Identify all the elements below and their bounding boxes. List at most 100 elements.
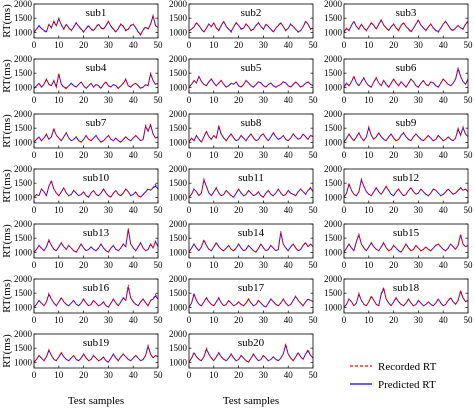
x-tick-label: 10 bbox=[54, 150, 64, 160]
subplot-title: sub13 bbox=[83, 227, 110, 239]
y-tick-label: 2000 bbox=[14, 164, 33, 174]
plot-frame bbox=[33, 168, 159, 204]
series-line-recorded bbox=[33, 179, 159, 198]
y-tick-label: 2000 bbox=[169, 219, 188, 229]
series-line-recorded bbox=[188, 230, 314, 253]
subplot-sub16: sub16 1000 1500 2000 0 10 20 30 40 50 RT(ms) bbox=[1, 274, 163, 325]
y-tick-label: 1000 bbox=[169, 192, 188, 202]
x-tick-label: 50 bbox=[309, 315, 319, 325]
subplot-sub20: sub20 1000 1500 2000 0 10 20 30 40 50 bbox=[169, 329, 318, 380]
x-tick-label: 40 bbox=[439, 315, 449, 325]
y-tick-label: 2000 bbox=[14, 109, 33, 119]
y-tick-label: 1500 bbox=[14, 13, 33, 23]
x-tick-label: 50 bbox=[464, 315, 474, 325]
x-tick-label: 20 bbox=[389, 95, 399, 105]
subplot-sub18: sub18 1000 1500 2000 0 10 20 30 40 50 bbox=[324, 274, 473, 325]
subplot-sub11: sub11 1000 1500 2000 0 10 20 30 40 50 bbox=[169, 164, 318, 215]
y-tick-label: 2000 bbox=[324, 0, 343, 9]
x-tick-label: 50 bbox=[154, 260, 164, 270]
subplot-sub2: sub2 1000 1500 2000 0 10 20 30 40 50 bbox=[169, 0, 318, 50]
y-tick-label: 1500 bbox=[169, 233, 188, 243]
x-tick-label: 50 bbox=[464, 150, 474, 160]
y-axis-label: RT(ms) bbox=[1, 4, 13, 38]
subplot-title: sub6 bbox=[396, 62, 417, 74]
series-line-recorded bbox=[343, 177, 469, 198]
x-tick-label: 0 bbox=[187, 370, 192, 380]
x-tick-label: 10 bbox=[209, 205, 219, 215]
plot-frame bbox=[33, 278, 159, 314]
x-tick-label: 20 bbox=[79, 205, 89, 215]
y-tick-label: 1000 bbox=[14, 82, 33, 92]
x-tick-label: 0 bbox=[187, 95, 192, 105]
x-tick-label: 10 bbox=[364, 95, 374, 105]
x-tick-label: 40 bbox=[284, 370, 294, 380]
series-line-recorded bbox=[343, 232, 469, 253]
x-tick-label: 40 bbox=[439, 150, 449, 160]
x-tick-label: 40 bbox=[439, 95, 449, 105]
y-tick-label: 1000 bbox=[169, 82, 188, 92]
x-tick-label: 30 bbox=[414, 260, 424, 270]
series-line-recorded bbox=[343, 125, 469, 143]
x-tick-label: 40 bbox=[129, 315, 139, 325]
x-tick-label: 50 bbox=[309, 260, 319, 270]
x-tick-label: 0 bbox=[342, 315, 347, 325]
y-tick-label: 2000 bbox=[169, 109, 188, 119]
x-tick-label: 30 bbox=[104, 40, 114, 50]
x-tick-label: 0 bbox=[187, 205, 192, 215]
y-tick-label: 1000 bbox=[169, 247, 188, 257]
x-axis-label: Test samples bbox=[68, 395, 124, 407]
x-tick-label: 0 bbox=[342, 260, 347, 270]
x-tick-label: 20 bbox=[79, 95, 89, 105]
subplot-title: sub2 bbox=[241, 7, 262, 19]
y-tick-label: 2000 bbox=[324, 164, 343, 174]
y-tick-label: 1000 bbox=[169, 137, 188, 147]
x-tick-label: 0 bbox=[187, 150, 192, 160]
x-tick-label: 10 bbox=[364, 40, 374, 50]
x-tick-label: 50 bbox=[464, 205, 474, 215]
x-tick-label: 50 bbox=[154, 205, 164, 215]
y-tick-label: 1500 bbox=[169, 13, 188, 23]
x-tick-label: 20 bbox=[389, 260, 399, 270]
x-tick-label: 0 bbox=[32, 95, 37, 105]
x-tick-label: 0 bbox=[32, 315, 37, 325]
legend: Recorded RT Predicted RT bbox=[350, 361, 437, 391]
series-line-recorded bbox=[33, 71, 159, 90]
subplot-sub7: sub7 1000 1500 2000 0 10 20 30 40 50 RT(ms) bbox=[1, 109, 163, 160]
x-tick-label: 40 bbox=[129, 370, 139, 380]
plot-frame bbox=[188, 113, 314, 149]
subplot-title: sub19 bbox=[83, 337, 110, 349]
y-tick-label: 2000 bbox=[14, 274, 33, 284]
y-tick-label: 1500 bbox=[324, 68, 343, 78]
y-tick-label: 1000 bbox=[14, 192, 33, 202]
y-tick-label: 1500 bbox=[14, 343, 33, 353]
subplot-title: sub12 bbox=[393, 172, 419, 184]
x-tick-label: 40 bbox=[284, 315, 294, 325]
subplot-sub14: sub14 1000 1500 2000 0 10 20 30 40 50 bbox=[169, 219, 318, 270]
series-line-recorded bbox=[343, 18, 469, 34]
y-tick-label: 2000 bbox=[169, 329, 188, 339]
x-tick-label: 30 bbox=[104, 260, 114, 270]
x-tick-label: 40 bbox=[129, 205, 139, 215]
subplot-sub9: sub9 1000 1500 2000 0 10 20 30 40 50 bbox=[324, 109, 473, 160]
x-tick-label: 0 bbox=[32, 150, 37, 160]
series-line-predicted bbox=[188, 75, 314, 88]
x-tick-label: 10 bbox=[209, 95, 219, 105]
x-tick-label: 40 bbox=[439, 205, 449, 215]
x-tick-label: 10 bbox=[54, 315, 64, 325]
x-tick-label: 50 bbox=[464, 40, 474, 50]
series-line-recorded bbox=[188, 177, 314, 198]
subplot-sub17: sub17 1000 1500 2000 0 10 20 30 40 50 bbox=[169, 274, 318, 325]
x-tick-label: 50 bbox=[154, 40, 164, 50]
x-tick-label: 40 bbox=[129, 260, 139, 270]
subplot-title: sub20 bbox=[238, 337, 265, 349]
x-tick-label: 40 bbox=[129, 40, 139, 50]
x-tick-label: 30 bbox=[414, 40, 424, 50]
x-tick-label: 20 bbox=[389, 150, 399, 160]
y-tick-label: 2000 bbox=[169, 0, 188, 9]
y-tick-label: 1000 bbox=[324, 82, 343, 92]
x-tick-label: 20 bbox=[389, 315, 399, 325]
x-tick-label: 20 bbox=[234, 150, 244, 160]
x-axis-label: Test samples bbox=[223, 395, 279, 407]
x-tick-label: 0 bbox=[187, 315, 192, 325]
y-tick-label: 2000 bbox=[14, 219, 33, 229]
